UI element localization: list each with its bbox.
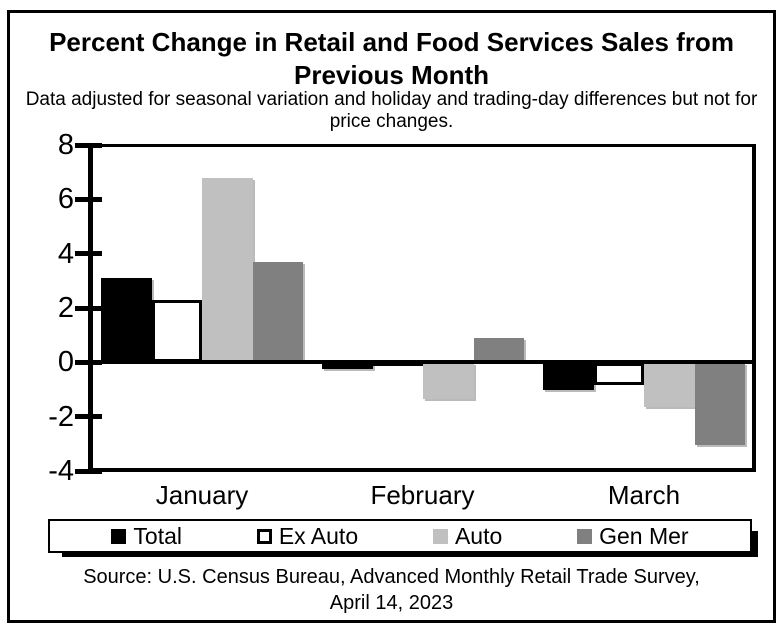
- x-axis-zero-line: [93, 360, 752, 365]
- y-tick-0: [75, 359, 102, 365]
- x-label-february: February: [370, 480, 475, 510]
- x-label-march: March: [607, 480, 681, 510]
- chart-subtitle-line-2: price changes.: [329, 111, 454, 132]
- y-tick-label--4: -4: [48, 455, 74, 487]
- legend-swatch-gen-mer-icon: [577, 528, 593, 544]
- bar-gen-mer-february: [473, 337, 524, 363]
- bar-ex-auto-march: [593, 363, 644, 386]
- y-tick-8: [75, 142, 102, 148]
- legend-label-ex-auto: Ex Auto: [278, 522, 359, 549]
- bar-gen-mer-march: [694, 363, 745, 445]
- y-tick-label--2: -2: [48, 400, 74, 433]
- legend-label-auto: Auto: [454, 522, 503, 549]
- y-tick-4: [75, 251, 102, 257]
- legend-swatch-ex-auto-icon: [256, 528, 272, 544]
- y-tick-label-0: 0: [57, 346, 74, 379]
- bar-ex-auto-january: [151, 299, 202, 363]
- y-tick-label-2: 2: [57, 292, 74, 324]
- legend-label-gen-mer: Gen Mer: [599, 522, 689, 549]
- bar-total-march: [543, 363, 594, 391]
- legend-swatch-auto-icon: [432, 528, 448, 544]
- y-tick--4: [75, 468, 102, 474]
- bar-total-february: [322, 363, 373, 369]
- legend-label-total: Total: [133, 522, 182, 549]
- bar-auto-february: [423, 363, 474, 399]
- chart-title-line-2: Previous Month: [293, 60, 489, 90]
- y-tick-label-4: 4: [57, 237, 74, 270]
- legend: Total Ex Auto Auto Gen Mer: [48, 519, 752, 553]
- bar-auto-march: [644, 363, 695, 407]
- source-note-line-1: Source: U.S. Census Bureau, Advanced Mon…: [83, 566, 700, 588]
- legend-item-gen-mer: Gen Mer: [577, 522, 689, 549]
- legend-item-total: Total: [111, 522, 182, 549]
- chart-title-line-1: Percent Change in Retail and Food Servic…: [49, 27, 734, 57]
- y-tick-2: [75, 305, 102, 311]
- y-tick-label-6: 6: [57, 183, 74, 216]
- bar-total-january: [101, 278, 152, 363]
- legend-item-ex-auto: Ex Auto: [256, 522, 359, 549]
- y-tick--2: [75, 414, 102, 420]
- legend-swatch-total-icon: [111, 528, 127, 544]
- source-note-line-2: April 14, 2023: [329, 592, 454, 614]
- bar-gen-mer-january: [252, 261, 303, 363]
- y-tick-6: [75, 196, 102, 202]
- x-label-january: January: [155, 480, 249, 510]
- bar-auto-january: [202, 177, 253, 363]
- chart-subtitle-line-1: Data adjusted for seasonal variation and…: [25, 89, 758, 110]
- y-tick-label-8: 8: [57, 129, 74, 161]
- legend-item-auto: Auto: [432, 522, 503, 549]
